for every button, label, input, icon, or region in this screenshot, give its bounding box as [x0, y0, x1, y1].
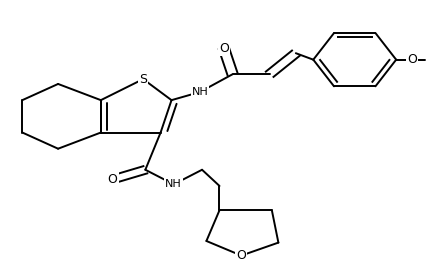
Text: O: O [236, 249, 246, 262]
Text: S: S [139, 73, 147, 86]
Text: NH: NH [165, 179, 182, 189]
Text: O: O [406, 53, 416, 66]
Text: O: O [107, 173, 117, 186]
Text: O: O [219, 42, 228, 55]
Text: NH: NH [191, 87, 208, 97]
